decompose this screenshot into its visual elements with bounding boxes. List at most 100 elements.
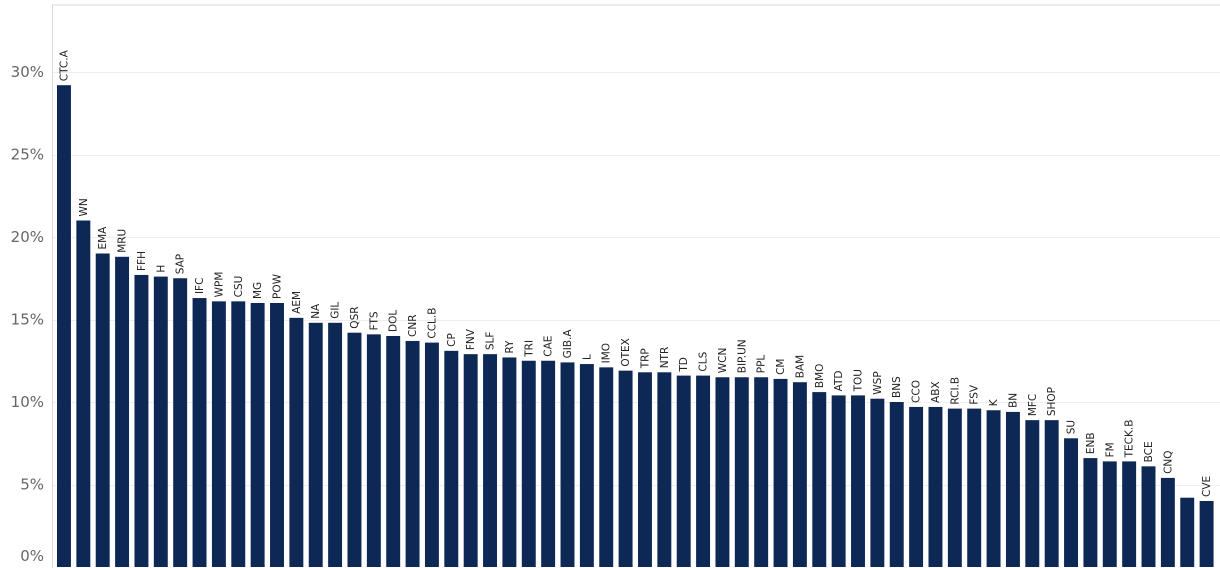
bar[interactable] (1005, 411, 1020, 567)
bar-label: BIP.UN (736, 339, 748, 373)
bar[interactable] (76, 220, 91, 568)
bar[interactable] (95, 253, 110, 568)
bar[interactable] (1064, 438, 1079, 567)
bar-label: MG (252, 282, 264, 299)
bar[interactable] (153, 276, 168, 567)
bar-label: EMA (97, 226, 109, 250)
bar[interactable] (463, 354, 478, 567)
bar-label: RY (504, 340, 516, 354)
bar[interactable] (289, 317, 304, 567)
bar-label: CM (775, 358, 787, 374)
bar-label: AEM (291, 291, 303, 314)
bar[interactable] (1122, 461, 1137, 567)
bar[interactable] (1141, 466, 1156, 567)
bar-label: BAM (794, 355, 806, 378)
bar[interactable] (250, 303, 265, 567)
bar[interactable] (638, 372, 652, 567)
bar[interactable] (928, 406, 943, 567)
bar-label: BMO (814, 364, 826, 389)
bar-label: WPM (213, 272, 225, 298)
bar-label: TOU (853, 369, 865, 392)
bar-label: CP (446, 333, 458, 347)
bar[interactable] (967, 408, 982, 567)
bar[interactable] (521, 360, 536, 567)
bar[interactable] (734, 377, 749, 567)
bar[interactable] (1160, 477, 1175, 567)
bar-label: WCN (717, 348, 729, 374)
bar[interactable] (444, 350, 459, 567)
bar-label: CCO (911, 380, 923, 403)
bar[interactable] (986, 410, 1001, 567)
bar-label: NA (310, 303, 322, 319)
bar[interactable] (424, 342, 439, 567)
bar[interactable] (831, 395, 846, 567)
bar-label: DOL (388, 310, 400, 332)
bar-label: CNQ (1162, 450, 1174, 473)
bar-label: CTC.A (58, 49, 70, 81)
bar[interactable] (618, 370, 633, 567)
bar[interactable] (1083, 458, 1098, 567)
bar[interactable] (851, 395, 865, 567)
bar-label: WSP (872, 371, 884, 394)
bar[interactable] (134, 274, 149, 567)
bar[interactable] (715, 377, 730, 567)
bar[interactable] (231, 301, 246, 567)
bar[interactable] (541, 360, 556, 567)
bar[interactable] (579, 364, 594, 567)
bar[interactable] (347, 332, 362, 567)
bar[interactable] (696, 375, 711, 567)
bar[interactable] (211, 301, 226, 567)
bar[interactable] (909, 406, 924, 567)
bar-label: CAE (543, 336, 555, 357)
bar-label: SAP (175, 254, 187, 274)
bar-label: IMO (601, 343, 613, 363)
bar[interactable] (308, 322, 323, 567)
bar-label: POW (272, 273, 284, 299)
bar[interactable] (773, 378, 788, 567)
bar[interactable] (676, 375, 691, 567)
bar[interactable] (657, 372, 672, 567)
bar[interactable] (483, 354, 498, 567)
y-tick-label: 10% (11, 393, 44, 411)
bar-label: OTEX (620, 338, 632, 367)
bar-labels: CTC.A WN EMA MRU FFH H SAP IFC WPM CSU MG POW AEM NA G… (58, 49, 1213, 497)
bar[interactable] (812, 392, 827, 567)
bar[interactable] (889, 402, 904, 567)
bar-label: CSU (233, 276, 245, 298)
bar[interactable] (870, 398, 885, 567)
y-tick-label: 25% (11, 146, 44, 164)
bar-label: WN (78, 198, 90, 216)
bar[interactable] (57, 85, 71, 567)
bar[interactable] (1044, 420, 1059, 567)
bar[interactable] (502, 357, 517, 567)
bar[interactable] (1102, 461, 1117, 567)
bar[interactable] (386, 336, 401, 567)
bar-label: SHOP (1046, 387, 1058, 416)
bar-label: CCL.B (426, 308, 438, 339)
bar[interactable] (1199, 501, 1214, 567)
bar[interactable] (405, 340, 420, 567)
bar[interactable] (792, 382, 807, 567)
bar-label: MRU (117, 229, 129, 253)
bar[interactable] (173, 278, 188, 567)
bar[interactable] (192, 298, 207, 567)
bar-label: L (581, 354, 593, 360)
bar[interactable] (754, 377, 769, 567)
bar[interactable] (328, 322, 343, 567)
bar-label: ENB (1085, 432, 1097, 454)
bar[interactable] (1025, 420, 1040, 567)
bar[interactable] (115, 256, 130, 567)
bar[interactable] (1180, 497, 1195, 567)
bar[interactable] (599, 367, 614, 567)
bar-label: NTR (659, 347, 671, 369)
bar-label: K (988, 398, 1000, 406)
bar[interactable] (270, 303, 284, 567)
y-tick-label: 0% (20, 547, 44, 565)
bar-label: TD (678, 357, 690, 373)
bar-label: RCI.B (949, 377, 961, 405)
bar[interactable] (366, 334, 381, 567)
bar-label: SU (1066, 420, 1078, 434)
bar[interactable] (560, 362, 575, 567)
bar[interactable] (947, 408, 962, 567)
